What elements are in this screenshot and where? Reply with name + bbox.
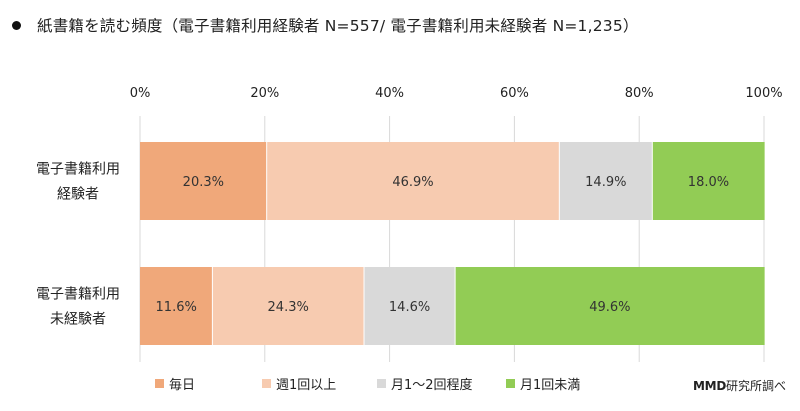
data-label: 11.6% [156,300,197,315]
chart-title: 紙書籍を読む頻度（電子書籍利用経験者 N=557/ 電子書籍利用未経験者 N=1… [8,14,639,36]
data-label: 24.3% [268,300,309,315]
bar-segment [652,142,765,220]
bar-segment [455,267,765,345]
data-label: 18.0% [688,175,729,190]
bar-segment [140,267,213,345]
legend-swatch [155,379,164,388]
bullet-icon [12,21,21,30]
legend-swatch [506,379,515,388]
legend-label: 月1～2回程度 [391,377,473,393]
data-label: 49.6% [589,300,630,315]
legend-label: 週1回以上 [276,378,336,393]
data-label: 14.6% [389,300,430,315]
category-label: 電子書籍利用 [36,161,120,178]
bar-segment [140,142,267,220]
data-label: 20.3% [183,175,224,190]
bar-segment [364,267,456,345]
legend-swatch [262,379,271,388]
x-tick-label: 60% [500,86,529,101]
bar-segment [266,142,560,220]
legend-label: 毎日 [169,377,195,393]
data-label: 46.9% [392,175,433,190]
chart-title-text: 紙書籍を読む頻度（電子書籍利用経験者 N=557/ 電子書籍利用未経験者 N=1… [37,17,639,35]
category-label: 未経験者 [50,312,106,328]
source-credit: MMD研究所調べ [693,377,786,394]
x-tick-label: 0% [130,86,151,101]
legend-swatch [377,379,386,388]
legend-label: 月1回未満 [520,378,580,393]
bar-segment [559,142,653,220]
category-label: 電子書籍利用 [36,286,120,303]
x-tick-label: 80% [625,86,654,101]
bar-segment [212,267,365,345]
credit-brand: MMD [693,379,726,393]
category-label: 経験者 [57,187,99,203]
x-tick-label: 100% [745,86,782,101]
x-tick-label: 40% [375,86,404,101]
x-tick-label: 20% [250,86,279,101]
data-label: 14.9% [585,175,626,190]
credit-suffix: 研究所調べ [725,379,786,393]
